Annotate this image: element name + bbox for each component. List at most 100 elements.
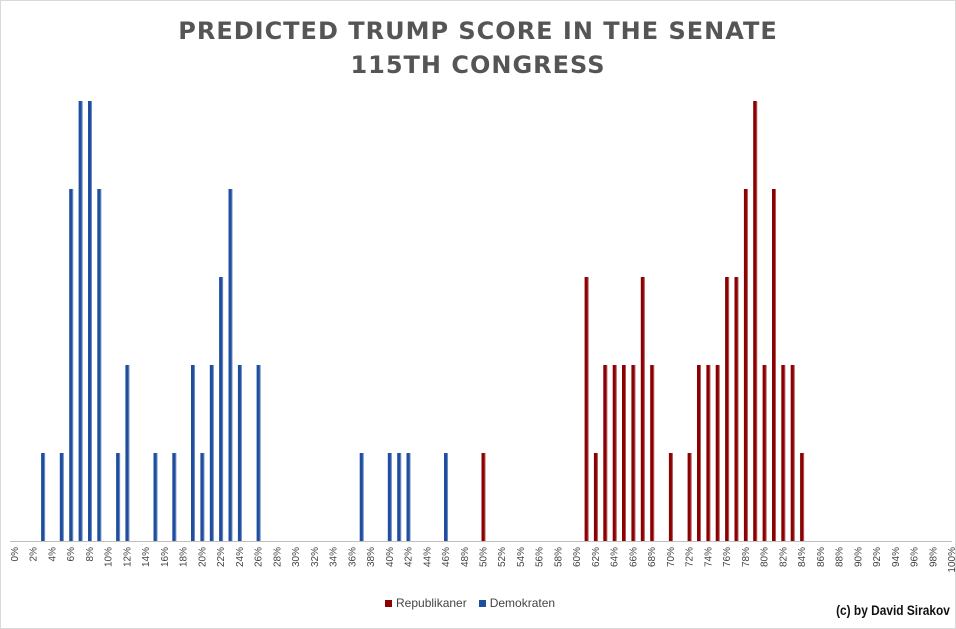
bar-demokraten-41 bbox=[397, 453, 402, 541]
bar-shade-republikaner-83 bbox=[793, 365, 795, 541]
bar-demokraten-26 bbox=[256, 365, 261, 541]
x-tick-label: 72% bbox=[685, 547, 696, 567]
bar-republikaner-75 bbox=[715, 365, 720, 541]
x-tick-label: 24% bbox=[235, 547, 246, 567]
bar-shade-demokraten-8 bbox=[91, 101, 92, 541]
x-tick-label: 58% bbox=[553, 547, 564, 567]
bar-republikaner-72 bbox=[687, 453, 692, 541]
x-tick-labels: 0% 2% 4% 6% 8% 10% 12% 14% 16% 18% 20% 22% 24% 26% 28%… bbox=[10, 547, 956, 573]
x-tick-label: 62% bbox=[591, 547, 602, 567]
bar-republikaner-82 bbox=[781, 365, 786, 541]
x-tick-label: 6% bbox=[66, 547, 77, 562]
legend-label-demokraten: Demokraten bbox=[489, 596, 556, 610]
bar-shade-republikaner-50 bbox=[484, 453, 486, 541]
bar-shade-demokraten-42 bbox=[409, 453, 411, 541]
bar-shade-demokraten-9 bbox=[100, 189, 102, 541]
bar-shade-republikaner-78 bbox=[746, 189, 748, 541]
x-tick-label: 46% bbox=[441, 547, 452, 567]
x-tick-label: 28% bbox=[272, 547, 283, 567]
bar-shade-demokraten-5 bbox=[62, 453, 64, 541]
x-tick-label: 14% bbox=[141, 547, 152, 567]
credit-text: (c) by David Sirakov bbox=[836, 602, 950, 618]
x-tick-label: 36% bbox=[347, 547, 358, 567]
bar-demokraten-19 bbox=[191, 365, 195, 541]
x-tick-label: 0% bbox=[10, 547, 21, 562]
bar-shade-demokraten-7 bbox=[81, 101, 83, 541]
bar-demokraten-3 bbox=[41, 453, 46, 541]
x-tick-label: 4% bbox=[47, 547, 58, 562]
x-tick-label: 92% bbox=[872, 547, 883, 567]
legend: Republikaner Demokraten bbox=[385, 596, 567, 610]
bar-republikaner-67 bbox=[640, 277, 645, 541]
bar-shade-republikaner-76 bbox=[728, 277, 730, 541]
bar-shade-republikaner-82 bbox=[784, 365, 786, 541]
x-tick-label: 66% bbox=[628, 547, 639, 567]
legend-label-republikaner: Republikaner bbox=[396, 596, 467, 610]
bar-demokraten-46 bbox=[444, 453, 448, 541]
chart-title: PREDICTED TRUMP SCORE IN THE SENATE bbox=[178, 17, 778, 45]
bar-demokraten-24 bbox=[237, 365, 242, 541]
bar-republikaner-78 bbox=[743, 189, 748, 541]
legend-item-republikaner: Republikaner bbox=[385, 596, 467, 610]
bar-republikaner-65 bbox=[622, 365, 626, 541]
bar-shade-demokraten-15 bbox=[156, 453, 158, 541]
bar-demokraten-40 bbox=[387, 453, 392, 541]
bar-shade-republikaner-64 bbox=[615, 365, 617, 541]
bars-group bbox=[41, 101, 805, 541]
bar-shade-demokraten-19 bbox=[194, 365, 195, 541]
bar-republikaner-61 bbox=[584, 277, 589, 541]
bar-shade-republikaner-79 bbox=[756, 101, 758, 541]
bar-shade-republikaner-72 bbox=[690, 453, 692, 541]
bar-shade-republikaner-74 bbox=[709, 365, 711, 541]
bar-demokraten-22 bbox=[219, 277, 224, 541]
x-tick-label: 100% bbox=[947, 547, 956, 573]
bar-shade-demokraten-23 bbox=[231, 189, 233, 541]
bar-shade-demokraten-11 bbox=[119, 453, 121, 541]
bar-demokraten-42 bbox=[406, 453, 411, 541]
bar-republikaner-79 bbox=[753, 101, 758, 541]
x-tick-label: 8% bbox=[85, 547, 96, 562]
bar-shade-republikaner-62 bbox=[596, 453, 598, 541]
x-tick-label: 86% bbox=[816, 547, 827, 567]
bar-demokraten-12 bbox=[125, 365, 130, 541]
x-tick-label: 56% bbox=[535, 547, 546, 567]
x-tick-label: 26% bbox=[254, 547, 265, 567]
bar-republikaner-84 bbox=[800, 453, 805, 541]
bar-shade-republikaner-63 bbox=[606, 365, 608, 541]
x-tick-label: 80% bbox=[760, 547, 771, 567]
x-tick-label: 82% bbox=[778, 547, 789, 567]
bar-shade-demokraten-21 bbox=[212, 365, 214, 541]
x-tick-label: 10% bbox=[104, 547, 115, 567]
x-tick-label: 44% bbox=[422, 547, 433, 567]
x-tick-label: 96% bbox=[910, 547, 921, 567]
x-tick-label: 30% bbox=[291, 547, 302, 567]
bar-shade-demokraten-24 bbox=[240, 365, 242, 541]
bar-demokraten-11 bbox=[116, 453, 121, 541]
bar-shade-republikaner-80 bbox=[765, 365, 767, 541]
bar-republikaner-66 bbox=[631, 365, 636, 541]
bar-shade-republikaner-81 bbox=[775, 189, 776, 541]
bar-demokraten-21 bbox=[209, 365, 214, 541]
x-tick-label: 18% bbox=[179, 547, 190, 567]
x-tick-label: 64% bbox=[610, 547, 621, 567]
x-tick-label: 42% bbox=[404, 547, 415, 567]
x-tick-label: 20% bbox=[197, 547, 208, 567]
legend-swatch-demokraten bbox=[478, 599, 486, 607]
x-tick-label: 16% bbox=[160, 547, 171, 567]
x-tick-label: 54% bbox=[516, 547, 527, 567]
bar-demokraten-23 bbox=[228, 189, 233, 541]
x-tick-label: 94% bbox=[891, 547, 902, 567]
bar-shade-demokraten-17 bbox=[175, 453, 177, 541]
chart-title-block: PREDICTED TRUMP SCORE IN THE SENATE 115T… bbox=[0, 14, 956, 82]
x-tick-label: 12% bbox=[122, 547, 133, 567]
bar-republikaner-62 bbox=[593, 453, 598, 541]
bar-republikaner-73 bbox=[697, 365, 701, 541]
x-tick-label: 70% bbox=[666, 547, 677, 567]
x-tick-label: 76% bbox=[722, 547, 733, 567]
bar-demokraten-37 bbox=[359, 453, 364, 541]
bar-republikaner-64 bbox=[612, 365, 617, 541]
bar-demokraten-20 bbox=[200, 453, 205, 541]
legend-swatch-republikaner bbox=[385, 599, 392, 607]
